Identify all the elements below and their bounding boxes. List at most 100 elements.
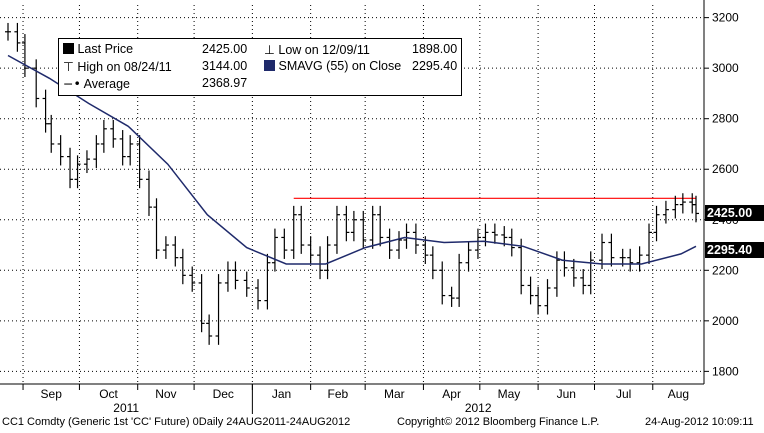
price-bar xyxy=(377,205,384,247)
x-tick-label: Dec xyxy=(213,387,234,401)
price-bar xyxy=(544,279,551,315)
price-bar xyxy=(580,269,587,295)
legend-low-value: 1898.00 xyxy=(412,42,458,56)
last-price-square-icon xyxy=(63,43,74,54)
price-bar xyxy=(527,276,534,305)
y-tick-label: 3200 xyxy=(712,11,739,25)
price-bar xyxy=(439,261,446,305)
price-bar xyxy=(672,195,679,219)
price-bar xyxy=(307,236,314,264)
legend-low: ⊥ Low on 12/09/11 xyxy=(264,42,370,57)
price-bar xyxy=(350,210,357,242)
price-bar xyxy=(360,210,367,249)
y-tick-label: 2800 xyxy=(712,112,739,126)
price-bar xyxy=(693,195,699,223)
y-tick-label: 2600 xyxy=(712,162,739,176)
x-tick-label: Aug xyxy=(668,387,689,401)
legend-high-value: 3144.00 xyxy=(202,59,248,73)
price-bar xyxy=(395,231,402,259)
price-bar xyxy=(627,248,634,272)
price-bar xyxy=(689,193,696,214)
price-bar xyxy=(298,205,305,254)
price-bar xyxy=(636,246,643,272)
average-marker-icon: −• xyxy=(63,76,81,91)
legend-average: −• Average xyxy=(63,76,130,91)
price-bar xyxy=(343,205,350,242)
price-bar xyxy=(145,170,152,216)
price-bar xyxy=(290,205,297,259)
price-bar xyxy=(491,223,498,244)
x-tick-label: Jun xyxy=(557,387,576,401)
y-tick-label: 2000 xyxy=(712,314,739,328)
price-bar xyxy=(264,253,271,310)
price-bar xyxy=(333,205,340,254)
price-bar xyxy=(561,251,568,277)
price-bar xyxy=(474,228,481,259)
y-tick-label: 2200 xyxy=(712,263,739,277)
x-tick-label: Mar xyxy=(384,387,405,401)
price-bar xyxy=(535,286,542,315)
price-bar xyxy=(215,274,222,345)
price-bar xyxy=(653,205,660,242)
price-bar xyxy=(508,228,515,257)
legend: Last Price 2425.00 ⊤ High on 08/24/11 31… xyxy=(58,38,462,96)
footer-timestamp: 24-Aug-2012 10:09:11 xyxy=(645,416,754,428)
smavg-square-icon xyxy=(264,60,275,71)
price-bar xyxy=(501,226,508,247)
legend-last-price-value: 2425.00 xyxy=(202,42,248,56)
price-bar xyxy=(369,205,376,249)
price-bar xyxy=(127,135,134,166)
price-bar xyxy=(14,22,21,52)
price-bar xyxy=(153,198,160,259)
price-bar xyxy=(21,34,28,78)
price-bar xyxy=(100,119,107,153)
price-bar xyxy=(232,261,239,290)
smavg-badge: 2295.40 xyxy=(705,242,764,259)
price-bar xyxy=(482,223,489,247)
price-bar xyxy=(518,238,525,295)
price-bar xyxy=(324,236,331,280)
price-bar xyxy=(255,279,262,310)
y-tick-label: 1800 xyxy=(712,364,739,378)
price-bar xyxy=(198,274,205,333)
price-bar xyxy=(206,314,213,345)
legend-smavg-value: 2295.40 xyxy=(412,59,458,73)
high-marker-icon: ⊤ xyxy=(63,59,74,74)
legend-smavg-label: SMAVG (55) on Close xyxy=(278,59,402,73)
price-bar xyxy=(93,135,100,168)
price-bar xyxy=(570,258,577,287)
price-bar xyxy=(67,147,74,189)
legend-average-label: Average xyxy=(83,77,130,91)
price-bar xyxy=(662,200,669,224)
footer-ticker: CC1 Comdty (Generic 1st 'CC' Future) 0Da… xyxy=(2,416,351,428)
low-marker-icon: ⊥ xyxy=(264,42,275,57)
x-tick-label: May xyxy=(498,387,521,401)
price-bar xyxy=(456,253,463,307)
price-bar xyxy=(136,135,143,189)
price-bar xyxy=(429,246,436,280)
price-bar xyxy=(646,223,653,264)
x-tick-label: Oct xyxy=(99,387,118,401)
legend-high: ⊤ High on 08/24/11 xyxy=(63,59,172,74)
price-bar xyxy=(599,233,606,270)
x-tick-label: Feb xyxy=(328,387,349,401)
price-bar xyxy=(281,228,288,259)
price-bar xyxy=(57,135,64,166)
legend-high-label: High on 08/24/11 xyxy=(77,60,172,74)
price-bar xyxy=(386,228,393,259)
price-bar xyxy=(587,251,594,295)
x-tick-label: Jul xyxy=(616,387,631,401)
legend-average-value: 2368.97 xyxy=(202,76,248,90)
price-bar xyxy=(271,228,278,272)
legend-low-label: Low on 12/09/11 xyxy=(278,43,370,57)
price-bar xyxy=(48,114,55,153)
legend-last-price-label: Last Price xyxy=(77,42,134,56)
y-tick-label: 3000 xyxy=(712,61,739,75)
smavg-line-layer xyxy=(7,54,697,265)
price-bar xyxy=(42,89,49,133)
year-label: 2011 xyxy=(113,401,139,415)
price-bar xyxy=(5,22,11,41)
year-label: 2012 xyxy=(465,401,492,415)
price-bar xyxy=(162,236,169,259)
footer-copyright: Copyright© 2012 Bloomberg Finance L.P. xyxy=(397,416,600,428)
